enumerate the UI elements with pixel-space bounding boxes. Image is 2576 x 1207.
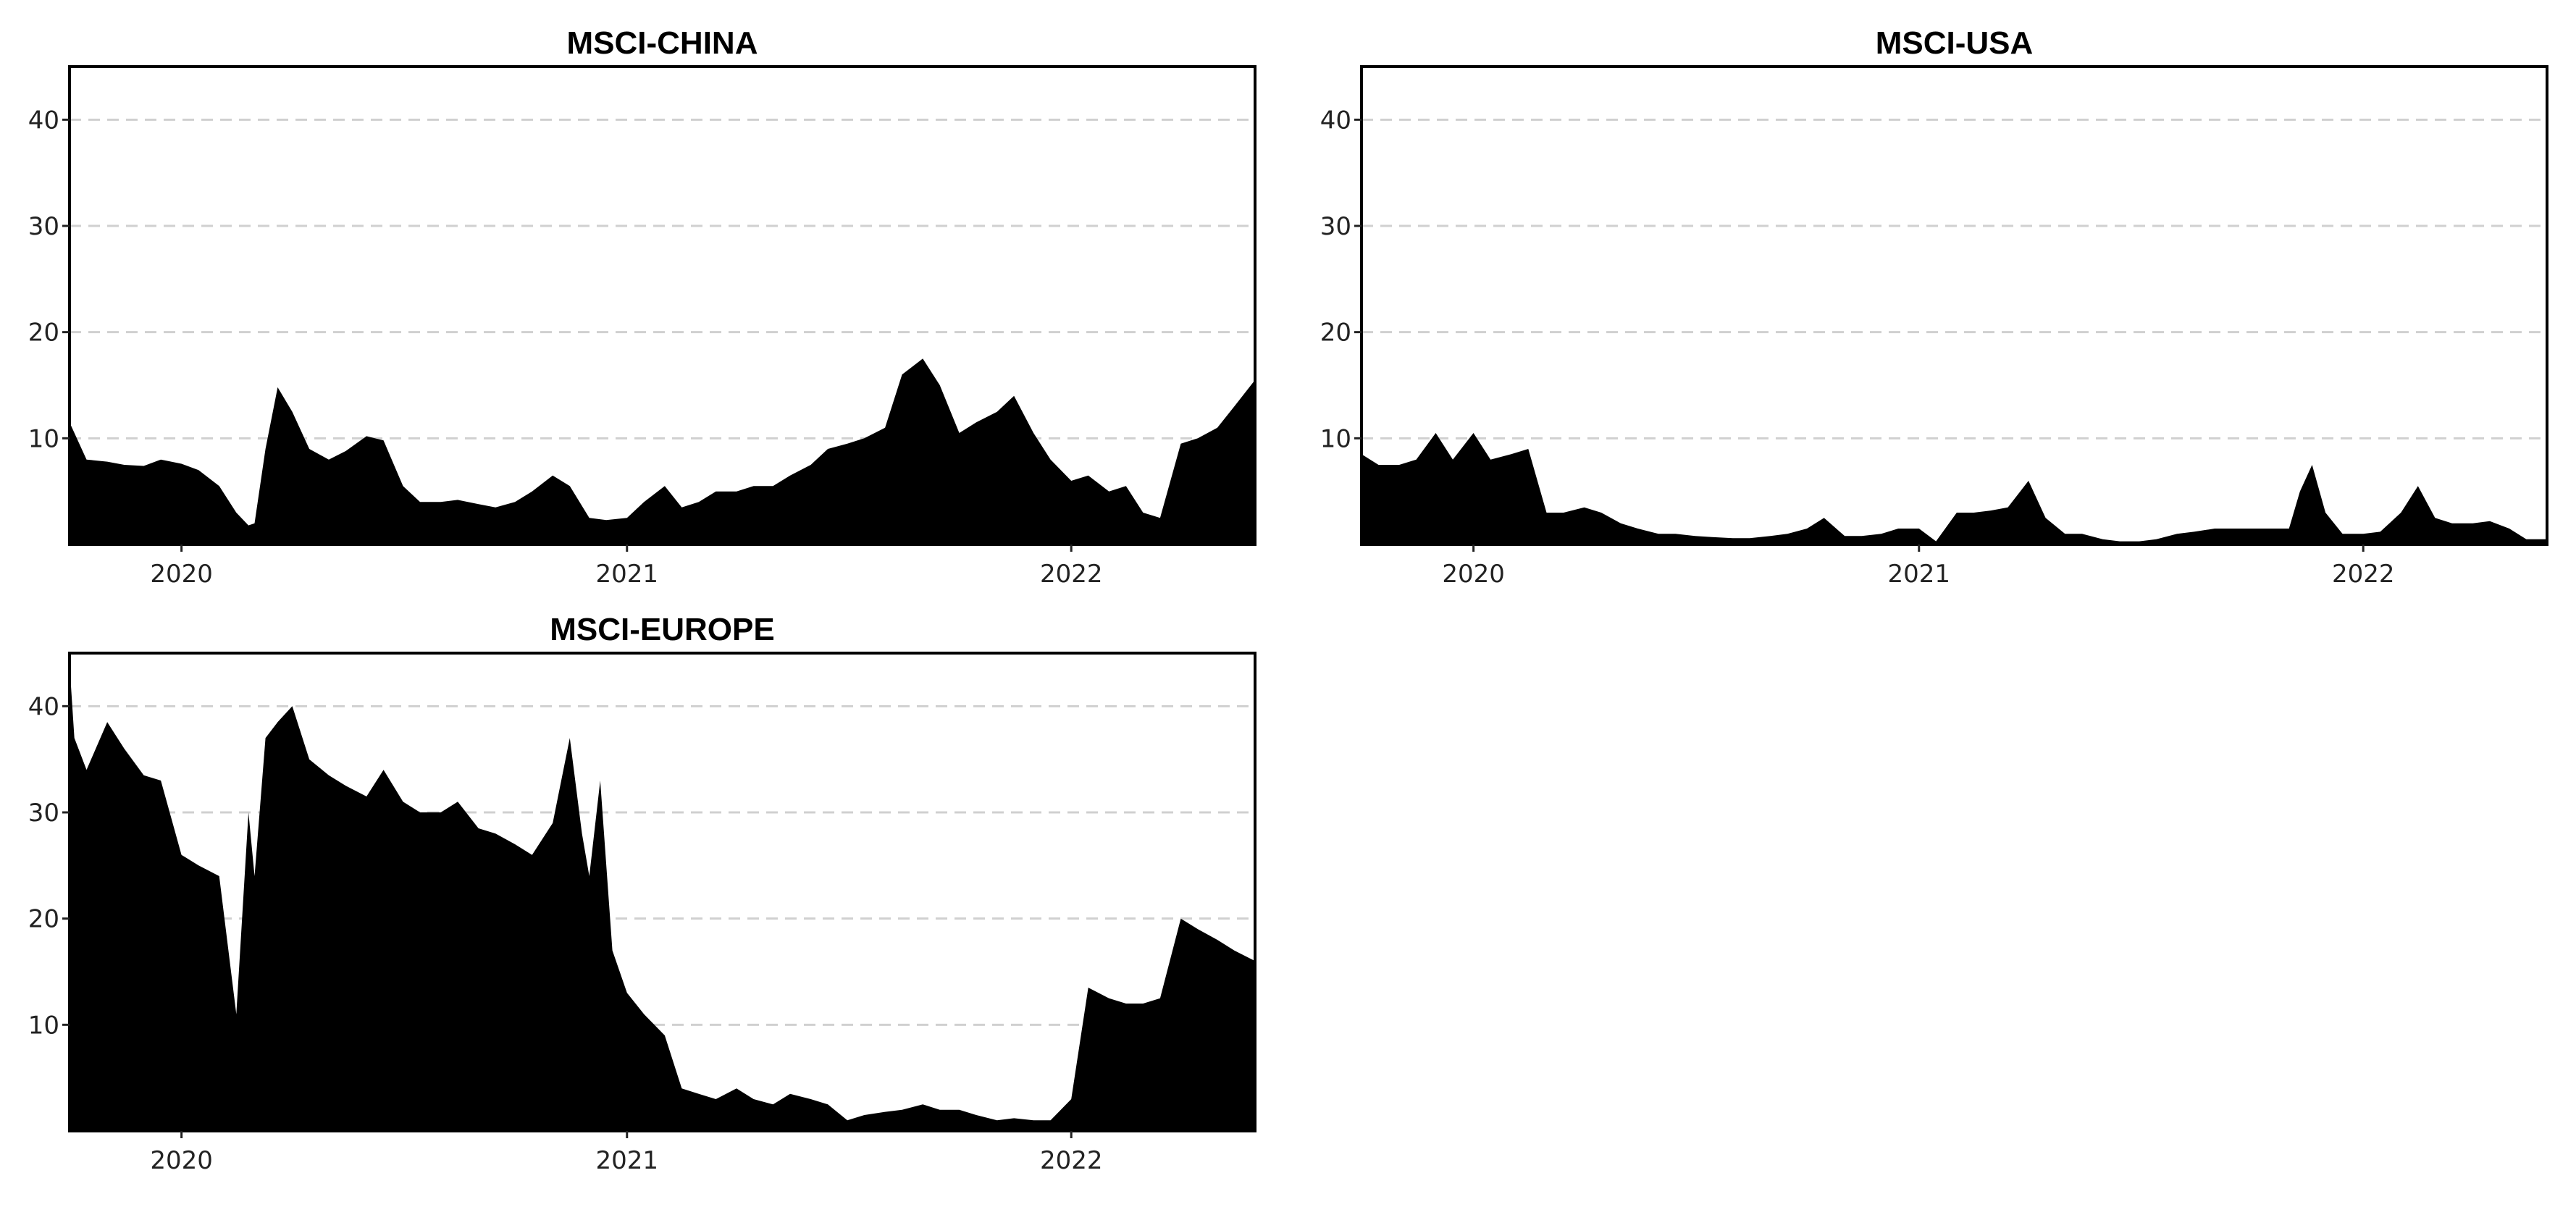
panel-frame xyxy=(68,65,1256,546)
series-area-msci-europe xyxy=(70,663,1255,1131)
y-tick-label-20: 20 xyxy=(1320,319,1351,348)
panel-msci-china: MSCI-CHINA 10 20 30 40 2020 2021 2022 xyxy=(28,25,1256,589)
y-tick-label-20: 20 xyxy=(28,905,59,934)
y-tick-label-40: 40 xyxy=(1320,106,1351,135)
y-tick-label-40: 40 xyxy=(28,106,59,135)
x-tick-label-2022: 2022 xyxy=(1040,560,1103,589)
panel-msci-usa: MSCI-USA 10 20 30 40 2020 2021 2022 xyxy=(1320,25,2548,589)
y-tick-label-20: 20 xyxy=(28,319,59,348)
x-tick-label-2021: 2021 xyxy=(1887,560,1950,589)
x-tick-label-2021: 2021 xyxy=(595,560,658,589)
panel-msci-europe: MSCI-EUROPE 10 20 30 40 2020 2021 2022 xyxy=(28,612,1256,1175)
panel-title-msci-europe: MSCI-EUROPE xyxy=(550,612,774,647)
series-area-msci-china xyxy=(70,358,1255,544)
y-tick-label-30: 30 xyxy=(1320,212,1351,241)
x-tick-label-2020: 2020 xyxy=(1442,560,1505,589)
y-tick-label-10: 10 xyxy=(1320,424,1351,453)
y-tick-label-30: 30 xyxy=(28,799,59,828)
x-tick-label-2020: 2020 xyxy=(150,1146,213,1175)
y-tick-label-10: 10 xyxy=(28,424,59,453)
x-tick-label-2020: 2020 xyxy=(150,560,213,589)
panel-frame xyxy=(68,652,1256,1132)
x-tick-label-2021: 2021 xyxy=(595,1146,658,1175)
panel-title-msci-china: MSCI-CHINA xyxy=(567,25,758,61)
y-tick-label-10: 10 xyxy=(28,1011,59,1040)
panel-frame xyxy=(1360,65,2548,546)
x-tick-label-2022: 2022 xyxy=(1040,1146,1103,1175)
panel-title-msci-usa: MSCI-USA xyxy=(1876,25,2034,61)
x-tick-label-2022: 2022 xyxy=(2332,560,2395,589)
y-tick-label-40: 40 xyxy=(28,692,59,721)
y-tick-label-30: 30 xyxy=(28,212,59,241)
series-area-msci-usa xyxy=(1362,433,2547,544)
